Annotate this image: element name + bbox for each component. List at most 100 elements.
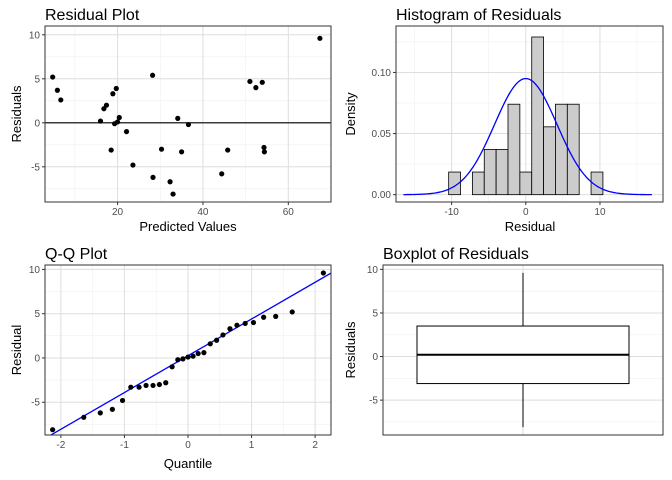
histogram-y-tick-label: 0.10: [372, 68, 392, 79]
residual-plot-y-axis-label: Residuals: [9, 85, 24, 143]
boxplot-border: [382, 264, 664, 436]
residual-point: [225, 147, 231, 153]
qq-point: [261, 314, 267, 320]
residual-point: [114, 119, 121, 125]
qq-plot-x-tick-label: 1: [249, 440, 255, 451]
residual-plot-x-tick-label: 20: [112, 207, 124, 218]
residual-plot-y-tick-label: -5: [31, 162, 40, 173]
residual-point: [317, 35, 323, 41]
residual-plot-points: [50, 35, 323, 197]
residual-plot-y-ticks: -5 0 5 10: [29, 30, 45, 173]
histogram-x-tick-label: 10: [594, 207, 606, 218]
histogram-bar: [566, 103, 580, 196]
boxplot-y-ticks: -5 0 5 10: [367, 265, 383, 407]
histogram-title: Histogram of Residuals: [396, 7, 561, 24]
histogram-gridlines: [396, 26, 663, 202]
histogram-y-ticks: 0.00 0.05 0.10: [372, 68, 396, 201]
qq-point: [242, 320, 248, 327]
residual-point: [108, 147, 114, 153]
histogram-bar: [543, 126, 556, 196]
residual-point: [123, 129, 130, 135]
histogram-x-tick-label: -10: [444, 207, 459, 218]
residual-plot-y-tick-label: 10: [29, 30, 41, 41]
residual-plot-x-tick-label: 40: [197, 207, 209, 218]
residual-plot-border: [44, 25, 332, 203]
qq-plot-y-ticks: -5 0 5 10: [29, 265, 45, 409]
histogram-bar: [483, 149, 497, 196]
qq-plot-y-axis-label: Residual: [9, 325, 24, 376]
residual-point: [113, 85, 119, 92]
histogram-density-curve: [403, 77, 652, 196]
qq-point: [185, 354, 191, 360]
qq-point: [207, 341, 213, 347]
histogram-bar: [519, 171, 533, 196]
boxplot-y-tick-label: -5: [369, 396, 378, 407]
residual-point: [185, 121, 192, 128]
residual-point: [58, 97, 64, 103]
residual-point: [259, 79, 265, 85]
residual-point: [149, 72, 156, 78]
qq-plot-x-tick-label: 0: [185, 440, 191, 451]
residual-point: [167, 179, 173, 185]
histogram-y-tick-label: 0.00: [372, 190, 392, 201]
residual-plot-y-tick-label: 0: [34, 118, 40, 129]
histogram-bar: [448, 171, 461, 196]
boxplot-y-tick-label: 5: [372, 308, 378, 319]
residual-point: [219, 171, 225, 177]
qq-plot-y-tick-label: 0: [34, 353, 40, 364]
qq-point: [195, 350, 201, 357]
residual-point: [54, 87, 60, 93]
qq-point: [150, 382, 156, 389]
qq-point: [81, 414, 87, 420]
histogram-x-ticks: -10 0 10: [444, 202, 606, 218]
qq-plot-x-axis-label: Quantile: [164, 456, 212, 471]
histogram-y-tick-label: 0.05: [372, 129, 392, 140]
residual-plot-y-tick-label: 5: [34, 74, 40, 85]
qq-point: [234, 322, 240, 328]
qq-point: [273, 313, 279, 319]
histogram-panel: Histogram of Residuals -10 0 10 0.000.050.…: [343, 7, 664, 234]
qq-plot-y-tick-label: 5: [34, 309, 40, 320]
residual-plot-x-ticks: 20 40 60: [112, 202, 294, 218]
histogram-bars: [448, 36, 604, 196]
residual-point: [170, 191, 176, 197]
boxplot-panel: Boxplot of Residuals -5 0 5 10 Residuals: [343, 246, 664, 436]
residual-point: [97, 118, 104, 124]
histogram-bar: [507, 103, 521, 196]
qq-point: [220, 332, 226, 338]
histogram-bar: [590, 171, 604, 196]
residual-point: [175, 115, 181, 121]
histogram-bar: [495, 149, 509, 196]
qq-plot-y-tick-label: -5: [31, 398, 40, 409]
qq-point: [50, 427, 56, 433]
qq-point: [214, 337, 220, 343]
histogram-x-axis-label: Residual: [505, 219, 556, 234]
qq-point: [320, 270, 326, 276]
qq-plot-x-tick-label: -1: [120, 440, 129, 451]
qq-plot-panel: Q-Q Plot -2 -1 0 1 2 -5 0 5 10 Quantile Residua…: [9, 246, 332, 471]
histogram-bar: [555, 103, 568, 196]
qq-plot-x-tick-label: 2: [312, 440, 318, 451]
residual-point: [247, 78, 253, 85]
residual-point: [261, 149, 268, 155]
residual-plot-x-axis-label: Predicted Values: [139, 219, 237, 234]
residual-point: [116, 114, 122, 121]
residual-point: [261, 144, 267, 151]
qq-plot-y-tick-label: 10: [29, 265, 41, 276]
qq-point: [201, 350, 207, 356]
residual-point: [253, 85, 259, 91]
residual-point: [158, 146, 165, 152]
qq-point: [163, 380, 169, 386]
residual-point: [178, 149, 185, 155]
histogram-x-tick-label: 0: [523, 207, 529, 218]
qq-plot-points: [50, 270, 326, 433]
qq-point: [227, 326, 233, 332]
qq-plot-title: Q-Q Plot: [45, 246, 108, 263]
histogram-density-line: [403, 77, 652, 196]
qq-plot-x-tick-label: -2: [56, 440, 65, 451]
histogram-bar: [531, 36, 544, 196]
residual-plot-panel: Residual Plot 20 40 60 -5 0 5 10 Predicted Va…: [9, 7, 332, 234]
residual-plot-x-tick-label: 60: [283, 207, 295, 218]
boxplot-y-tick-label: 10: [367, 265, 379, 276]
